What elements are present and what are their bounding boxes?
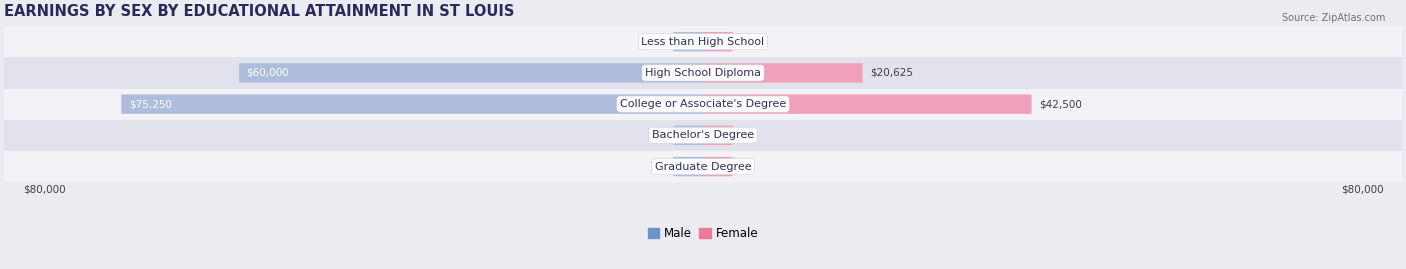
FancyBboxPatch shape <box>703 32 733 51</box>
Text: Bachelor's Degree: Bachelor's Degree <box>652 130 754 140</box>
Text: $80,000: $80,000 <box>22 185 65 195</box>
Text: $0: $0 <box>654 37 666 47</box>
FancyBboxPatch shape <box>673 157 703 176</box>
Text: Source: ZipAtlas.com: Source: ZipAtlas.com <box>1281 13 1385 23</box>
FancyBboxPatch shape <box>239 63 703 83</box>
Bar <box>4 151 1402 182</box>
Text: $60,000: $60,000 <box>246 68 290 78</box>
Text: College or Associate's Degree: College or Associate's Degree <box>620 99 786 109</box>
Text: $80,000: $80,000 <box>1341 185 1384 195</box>
Bar <box>4 120 1402 151</box>
FancyBboxPatch shape <box>703 94 1032 114</box>
Text: High School Diploma: High School Diploma <box>645 68 761 78</box>
Text: $20,625: $20,625 <box>870 68 912 78</box>
Text: Graduate Degree: Graduate Degree <box>655 162 751 172</box>
FancyBboxPatch shape <box>673 32 703 51</box>
Text: Less than High School: Less than High School <box>641 37 765 47</box>
Text: $75,250: $75,250 <box>129 99 172 109</box>
Text: $0: $0 <box>654 162 666 172</box>
Text: EARNINGS BY SEX BY EDUCATIONAL ATTAINMENT IN ST LOUIS: EARNINGS BY SEX BY EDUCATIONAL ATTAINMEN… <box>4 4 515 19</box>
Text: $0: $0 <box>740 130 752 140</box>
FancyBboxPatch shape <box>703 63 862 83</box>
Bar <box>4 89 1402 120</box>
FancyBboxPatch shape <box>703 126 733 145</box>
Bar <box>4 26 1402 57</box>
FancyBboxPatch shape <box>121 94 703 114</box>
Text: $0: $0 <box>654 130 666 140</box>
Legend: Male, Female: Male, Female <box>643 222 763 245</box>
FancyBboxPatch shape <box>673 126 703 145</box>
FancyBboxPatch shape <box>703 157 733 176</box>
Bar <box>4 57 1402 89</box>
Text: $0: $0 <box>740 162 752 172</box>
Text: $42,500: $42,500 <box>1039 99 1081 109</box>
Text: $0: $0 <box>740 37 752 47</box>
